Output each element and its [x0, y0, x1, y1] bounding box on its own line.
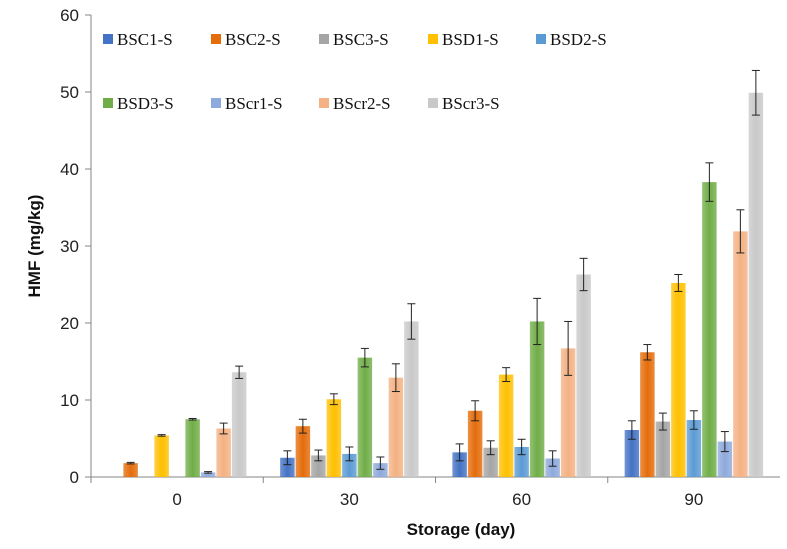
legend-swatch: [103, 98, 113, 108]
bar: [231, 372, 247, 477]
legend-label: BSD3-S: [117, 94, 174, 113]
bar: [404, 321, 419, 477]
bar: [154, 435, 169, 477]
legend-label: BSC2-S: [225, 30, 281, 49]
bar: [342, 453, 357, 477]
y-tick-label: 10: [60, 391, 79, 410]
x-tick-label: 60: [512, 490, 531, 509]
legend-label: BSD1-S: [442, 30, 499, 49]
bar: [123, 463, 138, 477]
legend-swatch: [428, 34, 438, 44]
legend-swatch: [211, 98, 221, 108]
legend-label: BScr2-S: [333, 94, 391, 113]
bar: [560, 348, 576, 477]
bar: [280, 457, 295, 477]
y-tick-label: 50: [60, 83, 79, 102]
bar: [733, 231, 748, 477]
bar: [326, 399, 342, 477]
bar: [671, 282, 686, 477]
bar: [498, 374, 514, 477]
y-tick-label: 60: [60, 6, 79, 25]
legend-label: BSD2-S: [550, 30, 607, 49]
y-tick-label: 40: [60, 160, 79, 179]
axes: 0 10 20 30 40 50 60 0 30 60 90: [60, 6, 780, 509]
bar: [545, 458, 560, 477]
bar: [717, 441, 733, 477]
bars: [123, 69, 764, 478]
x-tick-label: 90: [684, 490, 703, 509]
bar: [529, 321, 545, 477]
legend-swatch: [103, 34, 113, 44]
bar: [686, 420, 702, 477]
bar: [216, 428, 231, 477]
bar: [373, 463, 388, 477]
legend-label: BSC3-S: [333, 30, 389, 49]
x-axis-title: Storage (day): [407, 520, 516, 539]
legend-label: BSC1-S: [117, 30, 173, 49]
bar: [748, 92, 764, 478]
bar: [295, 426, 311, 477]
bar: [624, 430, 640, 477]
bar: [357, 357, 373, 477]
legend-label: BScr3-S: [442, 94, 500, 113]
bar: [452, 452, 467, 477]
legend-swatch: [428, 98, 438, 108]
x-tick-label: 30: [340, 490, 359, 509]
legend-label: BScr1-S: [225, 94, 283, 113]
y-tick-label: 20: [60, 314, 79, 333]
bar: [200, 472, 216, 477]
legend-swatch: [536, 34, 546, 44]
bar: [640, 352, 655, 477]
legend-swatch: [211, 34, 221, 44]
bar: [576, 274, 591, 477]
bar: [655, 421, 671, 477]
x-tick-label: 0: [172, 490, 181, 509]
y-axis-title: HMF (mg/kg): [25, 195, 44, 298]
y-tick-label: 0: [70, 468, 79, 487]
bar: [388, 377, 404, 477]
legend-swatch: [319, 34, 329, 44]
bar: [702, 182, 717, 477]
bar: [467, 410, 483, 477]
legend-swatch: [319, 98, 329, 108]
legend: BSC1-S BSC2-S BSC3-S BSD1-S BSD2-S BSD3-S BScr…: [103, 30, 607, 113]
y-tick-label: 30: [60, 237, 79, 256]
bar: [185, 419, 200, 477]
